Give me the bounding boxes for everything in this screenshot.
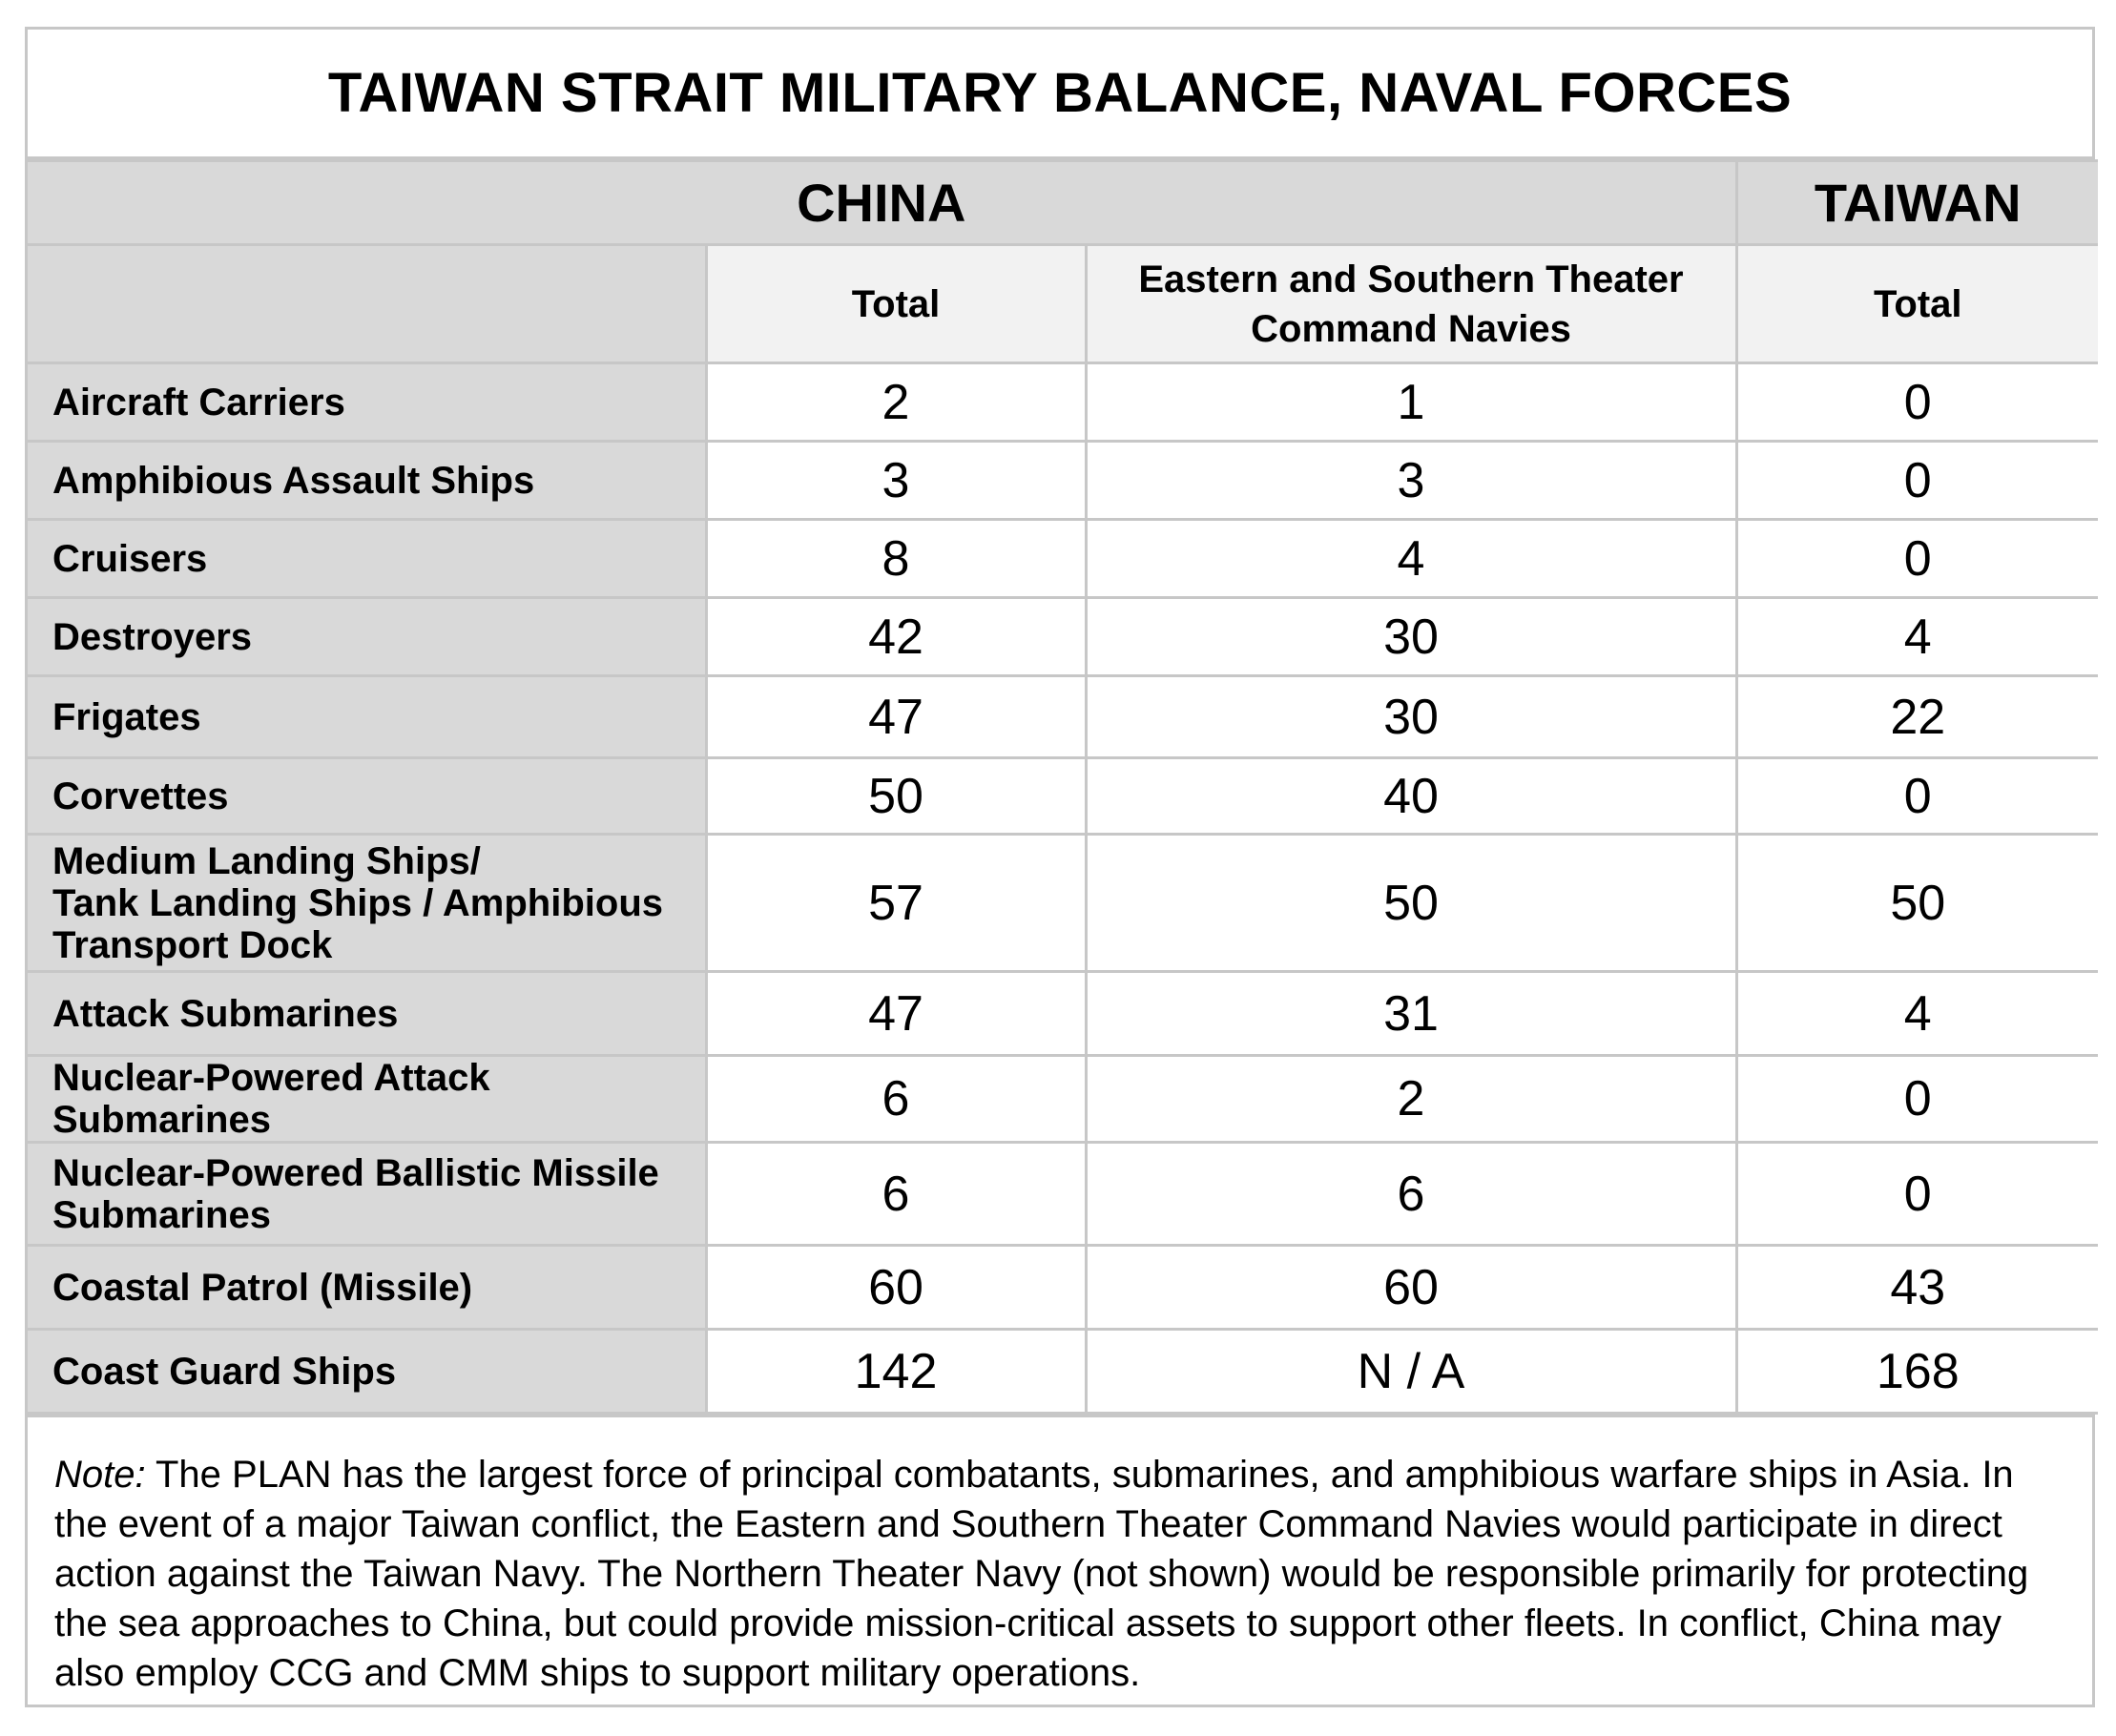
note-label: Note: bbox=[54, 1454, 146, 1496]
row-label: Aircraft Carriers bbox=[28, 362, 708, 443]
row-label: Nuclear-Powered Attack Submarines bbox=[28, 1054, 708, 1144]
theater-navies-cell: 30 bbox=[1084, 674, 1738, 759]
taiwan-total-cell: 4 bbox=[1734, 596, 2098, 677]
taiwan-total-cell: 0 bbox=[1734, 362, 2098, 443]
taiwan-group-header: TAIWAN bbox=[1734, 159, 2098, 246]
column-header-row: Total Eastern and Southern Theater Comma… bbox=[28, 243, 2098, 364]
taiwan-total-cell: 0 bbox=[1734, 440, 2098, 521]
theater-navies-cell: N / A bbox=[1084, 1328, 1738, 1415]
naval-balance-table-frame: TAIWAN STRAIT MILITARY BALANCE, NAVAL FO… bbox=[25, 27, 2098, 1707]
row-label: Coast Guard Ships bbox=[28, 1328, 708, 1415]
theater-navies-cell: 6 bbox=[1084, 1141, 1738, 1247]
row-label: Amphibious Assault Ships bbox=[28, 440, 708, 521]
country-header-row: CHINA TAIWAN bbox=[28, 159, 2098, 246]
theater-navies-cell: 1 bbox=[1084, 362, 1738, 443]
theater-navies-cell: 60 bbox=[1084, 1244, 1738, 1331]
china-total-cell: 3 bbox=[704, 440, 1088, 521]
note-text: The PLAN has the largest force of princi… bbox=[54, 1454, 2029, 1694]
china-total-cell: 60 bbox=[704, 1244, 1088, 1331]
table-row: Attack Submarines 47 31 4 bbox=[28, 970, 2098, 1057]
table-row: Coast Guard Ships 142 N / A 168 bbox=[28, 1328, 2098, 1415]
china-total-cell: 47 bbox=[704, 970, 1088, 1057]
china-total-cell: 57 bbox=[704, 833, 1088, 973]
table-row: Nuclear-Powered Attack Submarines 6 2 0 bbox=[28, 1054, 2098, 1144]
table-row: Coastal Patrol (Missile) 60 60 43 bbox=[28, 1244, 2098, 1331]
table-row: Aircraft Carriers 2 1 0 bbox=[28, 362, 2098, 443]
table-row: Cruisers 8 4 0 bbox=[28, 518, 2098, 599]
china-total-cell: 47 bbox=[704, 674, 1088, 759]
row-label: Nuclear-Powered Ballistic Missile Submari… bbox=[28, 1141, 708, 1247]
taiwan-total-cell: 0 bbox=[1734, 1141, 2098, 1247]
china-total-cell: 6 bbox=[704, 1054, 1088, 1144]
china-group-header: CHINA bbox=[28, 159, 1738, 246]
table-row: Amphibious Assault Ships 3 3 0 bbox=[28, 440, 2098, 521]
taiwan-total-cell: 0 bbox=[1734, 756, 2098, 836]
theater-navies-cell: 4 bbox=[1084, 518, 1738, 599]
taiwan-total-cell: 168 bbox=[1734, 1328, 2098, 1415]
row-label-line: Transport Dock bbox=[52, 923, 333, 966]
taiwan-total-cell: 43 bbox=[1734, 1244, 2098, 1331]
theater-header-line-2: Command Navies bbox=[1251, 307, 1571, 350]
table-row: Frigates 47 30 22 bbox=[28, 674, 2098, 759]
table-row: Medium Landing Ships/Tank Landing Ships … bbox=[28, 833, 2098, 973]
row-label-header bbox=[28, 243, 708, 364]
row-label: Cruisers bbox=[28, 518, 708, 599]
table-title: TAIWAN STRAIT MILITARY BALANCE, NAVAL FO… bbox=[28, 30, 2092, 159]
china-total-cell: 50 bbox=[704, 756, 1088, 836]
row-label: Attack Submarines bbox=[28, 970, 708, 1057]
china-total-cell: 2 bbox=[704, 362, 1088, 443]
table-body: Aircraft Carriers 2 1 0 Amphibious Assault S… bbox=[28, 362, 2098, 1415]
taiwan-total-header: Total bbox=[1734, 243, 2098, 364]
row-label-line: Nuclear-Powered Ballistic Missile bbox=[52, 1151, 659, 1194]
table-row: Nuclear-Powered Ballistic Missile Submari… bbox=[28, 1141, 2098, 1247]
theater-navies-cell: 30 bbox=[1084, 596, 1738, 677]
theater-navies-cell: 2 bbox=[1084, 1054, 1738, 1144]
row-label: Destroyers bbox=[28, 596, 708, 677]
row-label: Frigates bbox=[28, 674, 708, 759]
taiwan-total-cell: 0 bbox=[1734, 1054, 2098, 1144]
row-label: Corvettes bbox=[28, 756, 708, 836]
naval-forces-table: CHINA TAIWAN Total Eastern and Southern … bbox=[28, 159, 2098, 1415]
row-label: Medium Landing Ships/Tank Landing Ships … bbox=[28, 833, 708, 973]
taiwan-total-cell: 50 bbox=[1734, 833, 2098, 973]
china-total-cell: 6 bbox=[704, 1141, 1088, 1247]
theater-navies-cell: 3 bbox=[1084, 440, 1738, 521]
row-label-line: Tank Landing Ships / Amphibious bbox=[52, 881, 663, 924]
taiwan-total-cell: 0 bbox=[1734, 518, 2098, 599]
table-row: Destroyers 42 30 4 bbox=[28, 596, 2098, 677]
theater-navies-cell: 31 bbox=[1084, 970, 1738, 1057]
china-total-cell: 42 bbox=[704, 596, 1088, 677]
row-label: Coastal Patrol (Missile) bbox=[28, 1244, 708, 1331]
row-label-line: Medium Landing Ships/ bbox=[52, 839, 481, 882]
china-total-cell: 142 bbox=[704, 1328, 1088, 1415]
row-label-line: Submarines bbox=[52, 1193, 271, 1236]
theater-navies-cell: 50 bbox=[1084, 833, 1738, 973]
theater-navies-cell: 40 bbox=[1084, 756, 1738, 836]
china-total-cell: 8 bbox=[704, 518, 1088, 599]
china-total-header: Total bbox=[704, 243, 1088, 364]
theater-header-line-1: Eastern and Southern Theater bbox=[1138, 258, 1684, 300]
taiwan-total-cell: 4 bbox=[1734, 970, 2098, 1057]
theater-navies-header: Eastern and Southern Theater Command Nav… bbox=[1084, 243, 1738, 364]
table-row: Corvettes 50 40 0 bbox=[28, 756, 2098, 836]
taiwan-total-cell: 22 bbox=[1734, 674, 2098, 759]
table-note: Note: The PLAN has the largest force of … bbox=[28, 1415, 2092, 1698]
